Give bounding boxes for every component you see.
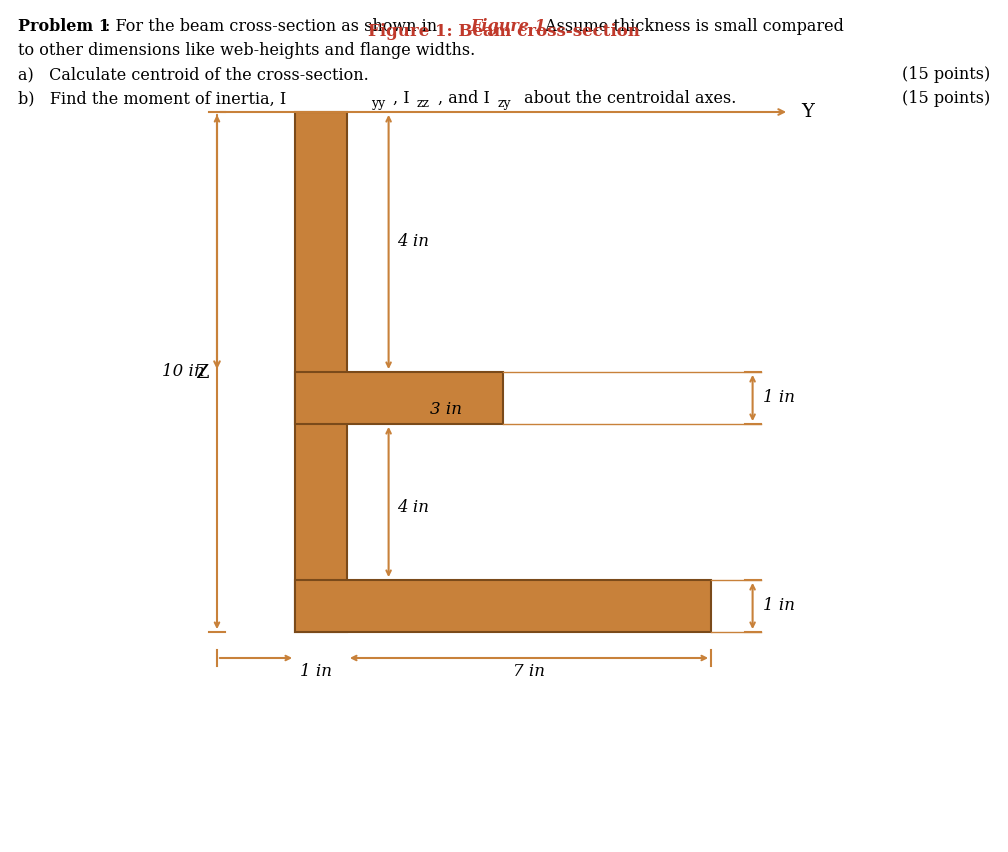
Text: 4 in: 4 in [396, 498, 428, 515]
Text: zy: zy [498, 97, 512, 110]
Text: a)   Calculate centroid of the cross-section.: a) Calculate centroid of the cross-secti… [18, 66, 369, 83]
Text: (15 points): (15 points) [902, 90, 990, 107]
Text: Figure 1: Beam cross-section: Figure 1: Beam cross-section [368, 24, 640, 41]
Text: zz: zz [417, 97, 430, 110]
Text: 1 in: 1 in [763, 389, 794, 406]
Text: yy: yy [371, 97, 385, 110]
Bar [295, 112, 347, 632]
Text: (15 points): (15 points) [902, 66, 990, 83]
Text: , and I: , and I [438, 90, 490, 107]
Bar [295, 580, 711, 632]
Text: Figure 1.: Figure 1. [470, 18, 551, 35]
Text: b)   Find the moment of inertia, I: b) Find the moment of inertia, I [18, 90, 286, 107]
Text: Y: Y [801, 103, 813, 121]
Text: 3 in: 3 in [430, 401, 462, 418]
Text: 7 in: 7 in [513, 663, 545, 680]
Text: , I: , I [393, 90, 409, 107]
Text: 1 in: 1 in [763, 597, 794, 614]
Text: Problem 1: Problem 1 [18, 18, 110, 35]
Bar [295, 372, 503, 424]
Text: 1 in: 1 in [300, 663, 332, 680]
Text: about the centroidal axes.: about the centroidal axes. [519, 90, 737, 107]
Text: Z: Z [196, 364, 209, 382]
Text: to other dimensions like web-heights and flange widths.: to other dimensions like web-heights and… [18, 42, 475, 59]
Text: Assume thickness is small compared: Assume thickness is small compared [540, 18, 844, 35]
Text: : For the beam cross-section as shown in: : For the beam cross-section as shown in [105, 18, 443, 35]
Text: 10 in: 10 in [162, 364, 205, 381]
Text: 4 in: 4 in [396, 233, 428, 250]
